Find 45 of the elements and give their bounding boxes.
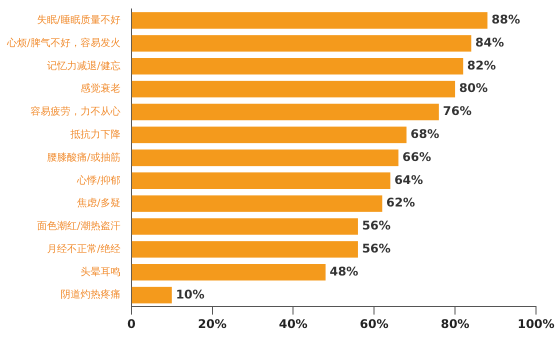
data-label: 84%: [475, 35, 504, 50]
y-tick-label: 记忆力减退/健忘: [46, 60, 120, 72]
data-label: 56%: [362, 218, 391, 233]
y-tick-label: 焦虑/多疑: [76, 197, 120, 210]
x-tick-label: 100%: [517, 316, 555, 331]
data-label: 66%: [402, 150, 432, 164]
y-tick-label: 阴道灼热疼痛: [60, 288, 120, 301]
bar: [132, 80, 456, 98]
bar: [132, 241, 358, 258]
y-tick-label: 月经不正常/绝经: [46, 242, 120, 255]
y-tick-label: 面色潮红/潮热盗汗: [36, 220, 120, 232]
bar: [132, 150, 398, 166]
y-tick-label: 失眠/睡眠质量不好: [36, 14, 120, 26]
data-label: 48%: [330, 264, 358, 278]
data-label: 56%: [362, 241, 391, 256]
x-tick-label: 0: [127, 316, 136, 331]
bar: [132, 104, 439, 120]
bar: [132, 286, 172, 304]
data-label: 62%: [386, 196, 415, 210]
y-tick-label: 心悸/抑郁: [76, 174, 120, 186]
data-label: 80%: [459, 81, 488, 96]
data-label: 88%: [491, 12, 520, 27]
bar: [132, 172, 390, 189]
y-tick-label: 腰膝酸痛/或抽筋: [46, 151, 120, 164]
bar: [132, 58, 464, 74]
y-tick-label: 抵抗力下降: [69, 128, 120, 140]
y-tick-label: 容易疲劳，力不从心: [30, 106, 120, 118]
bar: [132, 195, 382, 212]
data-label: 68%: [410, 127, 440, 142]
data-label: 10%: [176, 287, 205, 302]
y-tick-label: 头晕耳鸣: [80, 266, 120, 278]
bar: [132, 35, 472, 52]
bar: [132, 264, 326, 281]
y-tick-label: 感觉衰老: [80, 82, 120, 95]
data-label: 64%: [394, 172, 424, 187]
x-tick-label: 60%: [360, 316, 389, 331]
bar: [132, 12, 488, 29]
data-label: 82%: [467, 58, 496, 72]
data-label: 76%: [442, 104, 472, 118]
x-tick-label: 80%: [440, 316, 470, 331]
y-tick-label: 心烦/脾气不好，容易发火: [6, 36, 120, 49]
x-tick-label: 40%: [278, 316, 308, 331]
bar: [132, 126, 407, 144]
x-tick-label: 20%: [198, 316, 227, 331]
bar: [132, 218, 358, 235]
